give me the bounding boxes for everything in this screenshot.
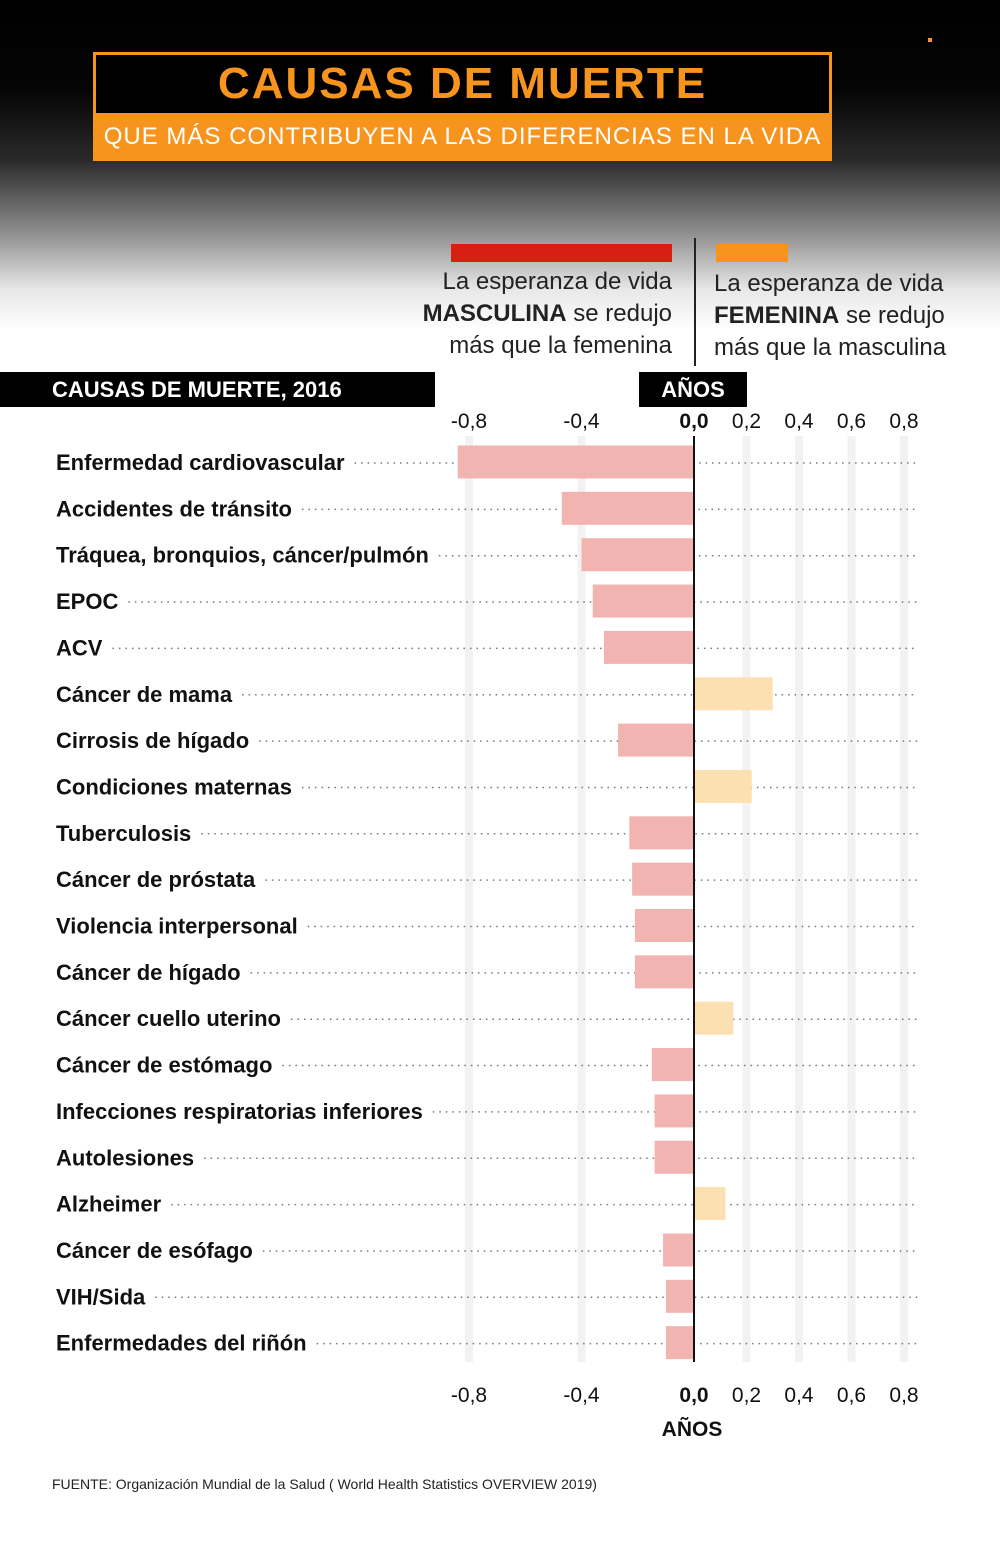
x-tick-label-bottom: 0,2 <box>732 1384 761 1407</box>
x-axis-label: AÑOS <box>662 1418 723 1440</box>
bar <box>694 769 752 803</box>
category-label: Cáncer de esófago <box>56 1238 253 1263</box>
leader-dots-layer <box>112 462 918 1345</box>
category-label: Cáncer de próstata <box>56 867 256 892</box>
x-tick-label-top: 0,0 <box>679 410 708 433</box>
grid-layer <box>465 436 908 1362</box>
x-tick-label-top: -0,8 <box>451 410 487 433</box>
bars-layer <box>457 445 773 1360</box>
bar <box>634 955 694 989</box>
gridline <box>742 436 751 1362</box>
bar <box>561 491 694 525</box>
x-tick-label-top: 0,2 <box>732 410 761 433</box>
source-note: FUENTE: Organización Mundial de la Salud… <box>52 1476 597 1492</box>
section-label: CAUSAS DE MUERTE, 2016 <box>0 372 435 407</box>
gridline <box>847 436 856 1362</box>
category-label: Tuberculosis <box>56 821 191 846</box>
category-label: Accidentes de tránsito <box>56 496 292 521</box>
legend-female-rest: se redujo <box>839 302 945 329</box>
legend-female-line3: más que la masculina <box>714 334 947 361</box>
x-tick-label-bottom: 0,4 <box>784 1384 814 1407</box>
x-tick-label-bottom: -0,4 <box>563 1384 600 1407</box>
page-subtitle: QUE MÁS CONTRIBUYEN A LAS DIFERENCIAS EN… <box>103 123 822 150</box>
x-tick-label-bottom: -0,8 <box>451 1384 487 1407</box>
bar <box>654 1140 694 1174</box>
legend-female-bold: FEMENINA <box>714 302 840 329</box>
legend-male-line2: MASCULINA se redujo <box>352 298 672 330</box>
legend-male-swatch <box>451 244 672 262</box>
legend-male-bold: MASCULINA <box>422 300 567 327</box>
bar-chart: Enfermedad cardiovascular Accidentes de t… <box>56 410 919 1440</box>
x-tick-label-top: 0,8 <box>889 410 918 433</box>
subtitle-box: QUE MÁS CONTRIBUYEN A LAS DIFERENCIAS EN… <box>93 113 832 161</box>
category-label: Tráquea, bronquios, cáncer/pulmón <box>56 543 429 568</box>
bar <box>634 909 694 942</box>
bar <box>654 1094 694 1128</box>
category-label: Condiciones maternas <box>56 774 292 799</box>
x-tick-label-top: 0,4 <box>784 410 814 433</box>
gridline <box>465 436 473 1362</box>
x-tick-label-bottom: 0,6 <box>837 1384 866 1407</box>
category-label: EPOC <box>56 589 118 614</box>
gridline <box>900 436 908 1362</box>
category-label: Autolesiones <box>56 1145 194 1170</box>
category-label: VIH/Sida <box>56 1284 146 1309</box>
decorative-dot <box>928 38 932 42</box>
bar <box>651 1048 694 1082</box>
category-label: Cáncer de hígado <box>56 960 241 985</box>
gridline <box>577 436 586 1362</box>
category-label: Enfermedades del riñón <box>56 1331 307 1356</box>
legend-female-swatch <box>716 244 788 262</box>
category-label: Enfermedad cardiovascular <box>56 450 345 475</box>
bar <box>581 538 694 572</box>
legend-female-line2: FEMENINA se redujo <box>714 300 994 332</box>
legend-divider <box>694 238 696 366</box>
gridline <box>795 436 803 1362</box>
legend-male-text: La esperanza de vida MASCULINA se redujo… <box>352 266 672 362</box>
bar <box>694 1187 726 1221</box>
legend-male-rest: se redujo <box>566 300 672 327</box>
tick-labels-layer: -0,8 -0,8 -0,4 -0,4 0,0 0,0 0,2 0,2 0,4 0,4 0,6 0,6… <box>451 410 919 1407</box>
x-tick-label-top: -0,4 <box>563 410 600 433</box>
category-label: Cáncer cuello uterino <box>56 1006 281 1031</box>
category-label: Infecciones respiratorias inferiores <box>56 1099 423 1124</box>
category-label: Alzheimer <box>56 1192 162 1217</box>
bar <box>592 584 694 618</box>
bar <box>457 445 694 479</box>
x-tick-label-bottom: 0,8 <box>889 1384 918 1407</box>
page-title: CAUSAS DE MUERTE <box>217 59 708 108</box>
title-box: CAUSAS DE MUERTE <box>93 52 832 116</box>
bar <box>665 1279 694 1313</box>
unit-label-top: AÑOS <box>639 372 747 407</box>
section-label-text: CAUSAS DE MUERTE, 2016 <box>52 377 342 402</box>
x-tick-label-bottom: 0,0 <box>679 1384 708 1407</box>
legend-female-text: La esperanza de vida FEMENINA se redujo … <box>714 268 994 364</box>
legend-male-line1: La esperanza de vida <box>442 268 673 295</box>
x-tick-label-top: 0,6 <box>837 410 866 433</box>
bar <box>629 816 694 850</box>
bar <box>694 1001 734 1035</box>
bar <box>694 677 773 711</box>
bar <box>618 723 694 757</box>
bar <box>632 862 694 896</box>
bar <box>665 1326 694 1360</box>
category-label: Violencia interpersonal <box>56 914 298 939</box>
bar <box>604 630 694 664</box>
category-label: Cáncer de estómago <box>56 1053 272 1078</box>
category-labels-layer: Enfermedad cardiovascular Accidentes de t… <box>56 450 429 1356</box>
bar <box>663 1233 694 1267</box>
category-label: ACV <box>56 635 103 660</box>
category-label: Cáncer de mama <box>56 682 233 707</box>
legend-female-line1: La esperanza de vida <box>714 270 944 297</box>
legend-male-line3: más que la femenina <box>449 332 672 359</box>
category-label: Cirrosis de hígado <box>56 728 249 753</box>
